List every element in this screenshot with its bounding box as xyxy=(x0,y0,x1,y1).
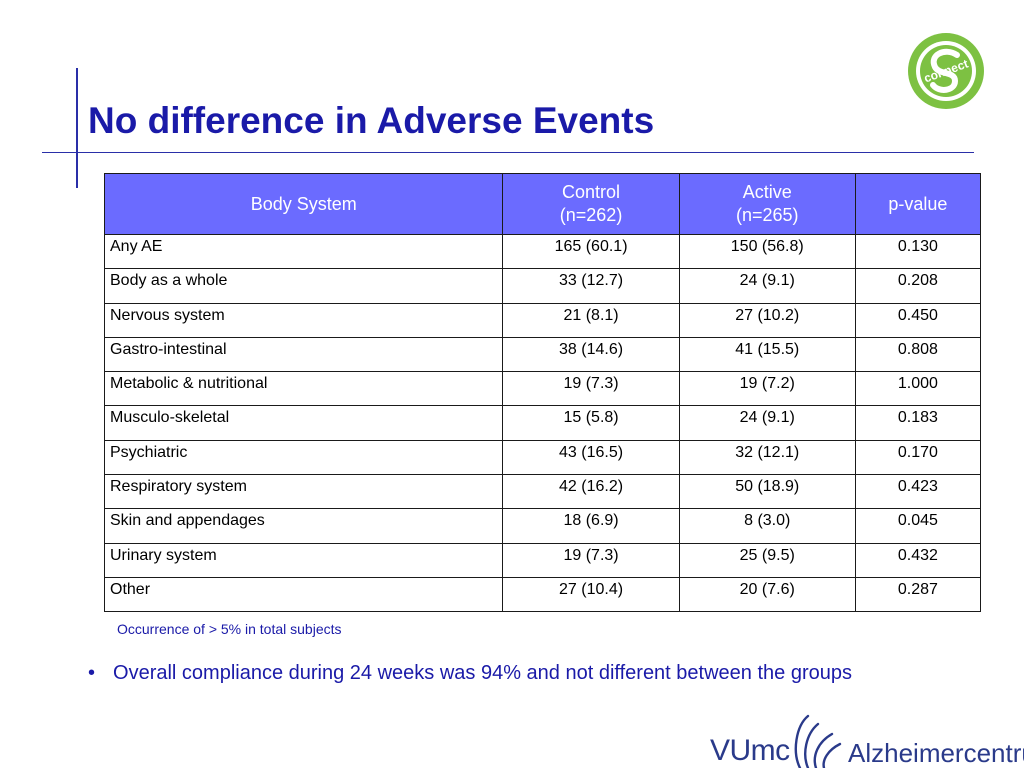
cell-active: 24 (9.1) xyxy=(678,405,856,441)
cell-body-system: Psychiatric xyxy=(103,439,504,476)
cell-body-system: Skin and appendages xyxy=(103,508,504,544)
table-row: Nervous system 21 (8.1) 27 (10.2) 0.450 xyxy=(103,302,982,338)
cell-p-value: 0.045 xyxy=(854,508,982,544)
table-header-row: Body System Control (n=262) Active (n=265)… xyxy=(103,173,982,235)
slide-title: No difference in Adverse Events xyxy=(88,100,655,141)
cell-control: 43 (16.5) xyxy=(502,439,680,476)
table-row: Skin and appendages 18 (6.9) 8 (3.0) 0.045 xyxy=(103,508,982,544)
header-active: Active (n=265) xyxy=(678,173,856,235)
cell-body-system: Nervous system xyxy=(103,302,504,338)
cell-p-value: 0.432 xyxy=(854,542,982,578)
cell-control: 21 (8.1) xyxy=(502,302,680,338)
cell-p-value: 0.808 xyxy=(854,336,982,373)
header-control-n: (n=262) xyxy=(559,205,623,225)
table-footnote: Occurrence of > 5% in total subjects xyxy=(117,621,342,637)
cell-active: 20 (7.6) xyxy=(678,576,856,613)
cell-control: 42 (16.2) xyxy=(502,474,680,510)
cell-active: 8 (3.0) xyxy=(678,508,856,544)
table-row: Gastro-intestinal 38 (14.6) 41 (15.5) 0.808 xyxy=(103,336,982,373)
cell-p-value: 0.450 xyxy=(854,302,982,338)
cell-body-system: Urinary system xyxy=(103,542,504,578)
cell-active: 41 (15.5) xyxy=(678,336,856,373)
vumc-wordmark: VUmc xyxy=(710,734,790,767)
table-row: Musculo-skeletal 15 (5.8) 24 (9.1) 0.183 xyxy=(103,405,982,441)
cell-control: 18 (6.9) xyxy=(502,508,680,544)
header-p-value: p-value xyxy=(854,173,982,235)
cell-body-system: Musculo-skeletal xyxy=(103,405,504,441)
cell-p-value: 0.287 xyxy=(854,576,982,613)
table-row: Psychiatric 43 (16.5) 32 (12.1) 0.170 xyxy=(103,439,982,476)
bullet-marker: • xyxy=(88,662,96,684)
header-control-label: Control xyxy=(562,182,621,202)
cell-control: 19 (7.3) xyxy=(502,371,680,407)
vertical-accent-line xyxy=(76,68,78,188)
cell-body-system: Other xyxy=(103,576,504,613)
header-control: Control (n=262) xyxy=(502,173,680,235)
cell-control: 165 (60.1) xyxy=(502,233,680,270)
cell-active: 27 (10.2) xyxy=(678,302,856,338)
cell-body-system: Body as a whole xyxy=(103,268,504,304)
alzheimercentrum-wordmark: Alzheimercentrum xyxy=(848,738,1024,768)
cell-p-value: 0.130 xyxy=(854,233,982,270)
cell-p-value: 0.170 xyxy=(854,439,982,476)
cell-active: 24 (9.1) xyxy=(678,268,856,304)
table-row: Any AE 165 (60.1) 150 (56.8) 0.130 xyxy=(103,233,982,270)
table-row: Other 27 (10.4) 20 (7.6) 0.287 xyxy=(103,576,982,613)
cell-active: 150 (56.8) xyxy=(678,233,856,270)
cell-body-system: Any AE xyxy=(103,233,504,270)
adverse-events-table: Body System Control (n=262) Active (n=265)… xyxy=(103,173,982,613)
header-p-value-label: p-value xyxy=(888,193,948,214)
header-body-system-label: Body System xyxy=(250,193,357,214)
table-row: Body as a whole 33 (12.7) 24 (9.1) 0.208 xyxy=(103,268,982,304)
table-row: Urinary system 19 (7.3) 25 (9.5) 0.432 xyxy=(103,542,982,578)
connect-logo: connect xyxy=(908,33,984,109)
cell-control: 38 (14.6) xyxy=(502,336,680,373)
horizontal-accent-line xyxy=(42,152,974,153)
bullet-text: Overall compliance during 24 weeks was 9… xyxy=(113,662,852,684)
cell-active: 32 (12.1) xyxy=(678,439,856,476)
cell-p-value: 1.000 xyxy=(854,371,982,407)
connect-logo-s-shape xyxy=(930,48,960,93)
cell-body-system: Respiratory system xyxy=(103,474,504,510)
cell-p-value: 0.423 xyxy=(854,474,982,510)
bullet-item: • Overall compliance during 24 weeks was… xyxy=(88,662,852,685)
cell-active: 50 (18.9) xyxy=(678,474,856,510)
table-row: Metabolic & nutritional 19 (7.3) 19 (7.2) 1… xyxy=(103,371,982,407)
cell-control: 15 (5.8) xyxy=(502,405,680,441)
vumc-logo-mark xyxy=(794,714,842,768)
header-active-n: (n=265) xyxy=(735,205,799,225)
cell-control: 33 (12.7) xyxy=(502,268,680,304)
table-row: Respiratory system 42 (16.2) 50 (18.9) 0.42… xyxy=(103,474,982,510)
cell-control: 27 (10.4) xyxy=(502,576,680,613)
cell-active: 19 (7.2) xyxy=(678,371,856,407)
header-body-system: Body System xyxy=(103,173,504,235)
cell-control: 19 (7.3) xyxy=(502,542,680,578)
cell-active: 25 (9.5) xyxy=(678,542,856,578)
cell-body-system: Gastro-intestinal xyxy=(103,336,504,373)
cell-p-value: 0.183 xyxy=(854,405,982,441)
cell-body-system: Metabolic & nutritional xyxy=(103,371,504,407)
header-active-label: Active xyxy=(742,182,792,202)
cell-p-value: 0.208 xyxy=(854,268,982,304)
